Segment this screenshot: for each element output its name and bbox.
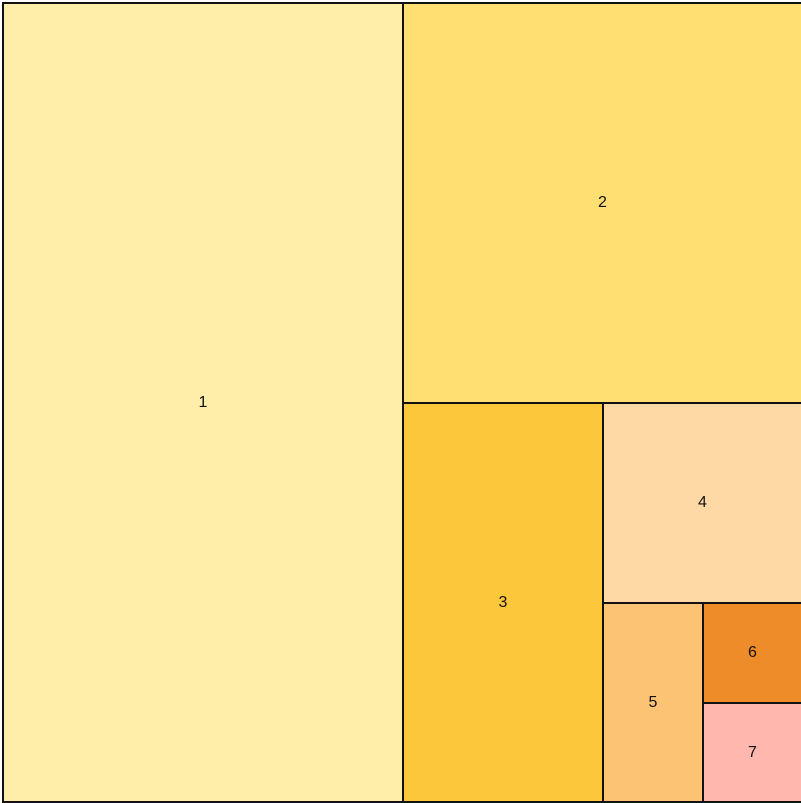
treemap-tile: 1 (2, 2, 404, 803)
treemap-tile: 5 (602, 602, 704, 803)
tile-label: 3 (498, 593, 508, 611)
tile-label: 2 (598, 194, 607, 211)
tile-label: 4 (698, 494, 707, 511)
tile-label: 1 (198, 393, 208, 411)
treemap-tile: 2 (402, 2, 801, 404)
treemap-tile: 7 (702, 702, 801, 803)
treemap-tile: 3 (402, 402, 604, 803)
tile-label: 5 (648, 693, 658, 711)
tile-label: 6 (748, 644, 757, 661)
treemap-tile: 6 (702, 602, 801, 704)
tile-label: 7 (748, 743, 757, 761)
treemap-tile: 4 (602, 402, 801, 604)
